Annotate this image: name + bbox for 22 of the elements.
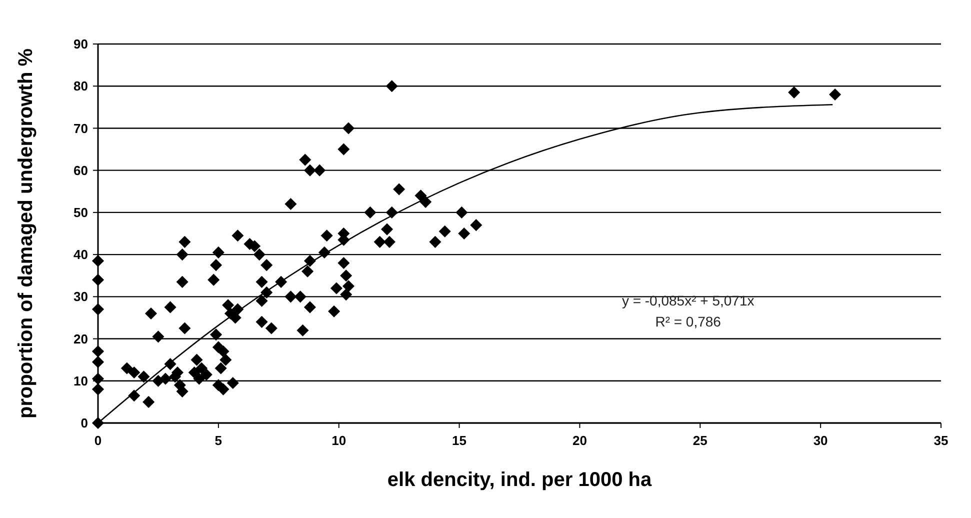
y-tick-label: 70 <box>74 120 88 136</box>
x-tick-label: 20 <box>572 433 587 448</box>
y-tick-label: 10 <box>74 373 88 388</box>
y-tick-label: 60 <box>74 162 88 178</box>
y-tick-label: 50 <box>74 204 88 220</box>
x-tick-label: 0 <box>94 433 102 448</box>
y-tick-label: 80 <box>74 78 88 94</box>
x-tick-label: 10 <box>332 433 346 448</box>
x-tick-label: 30 <box>813 433 828 448</box>
y-tick-label: 30 <box>74 289 88 304</box>
y-tick-label: 0 <box>80 416 88 431</box>
y-tick-label: 90 <box>74 36 88 52</box>
x-tick-label: 35 <box>934 433 948 448</box>
y-tick-label: 20 <box>74 331 88 346</box>
x-tick-label: 25 <box>692 433 708 448</box>
x-axis-title: elk dencity, ind. per 1000 ha <box>387 469 652 491</box>
y-axis-title: proportion of damaged undergrowth % <box>15 48 37 418</box>
x-tick-label: 15 <box>452 433 467 448</box>
y-tick-label: 40 <box>74 247 88 262</box>
x-tick-label: 5 <box>214 433 222 448</box>
annotation: R² = 0,786 <box>655 313 722 330</box>
annotation: y = -0,085x² + 5,071x <box>622 292 754 309</box>
